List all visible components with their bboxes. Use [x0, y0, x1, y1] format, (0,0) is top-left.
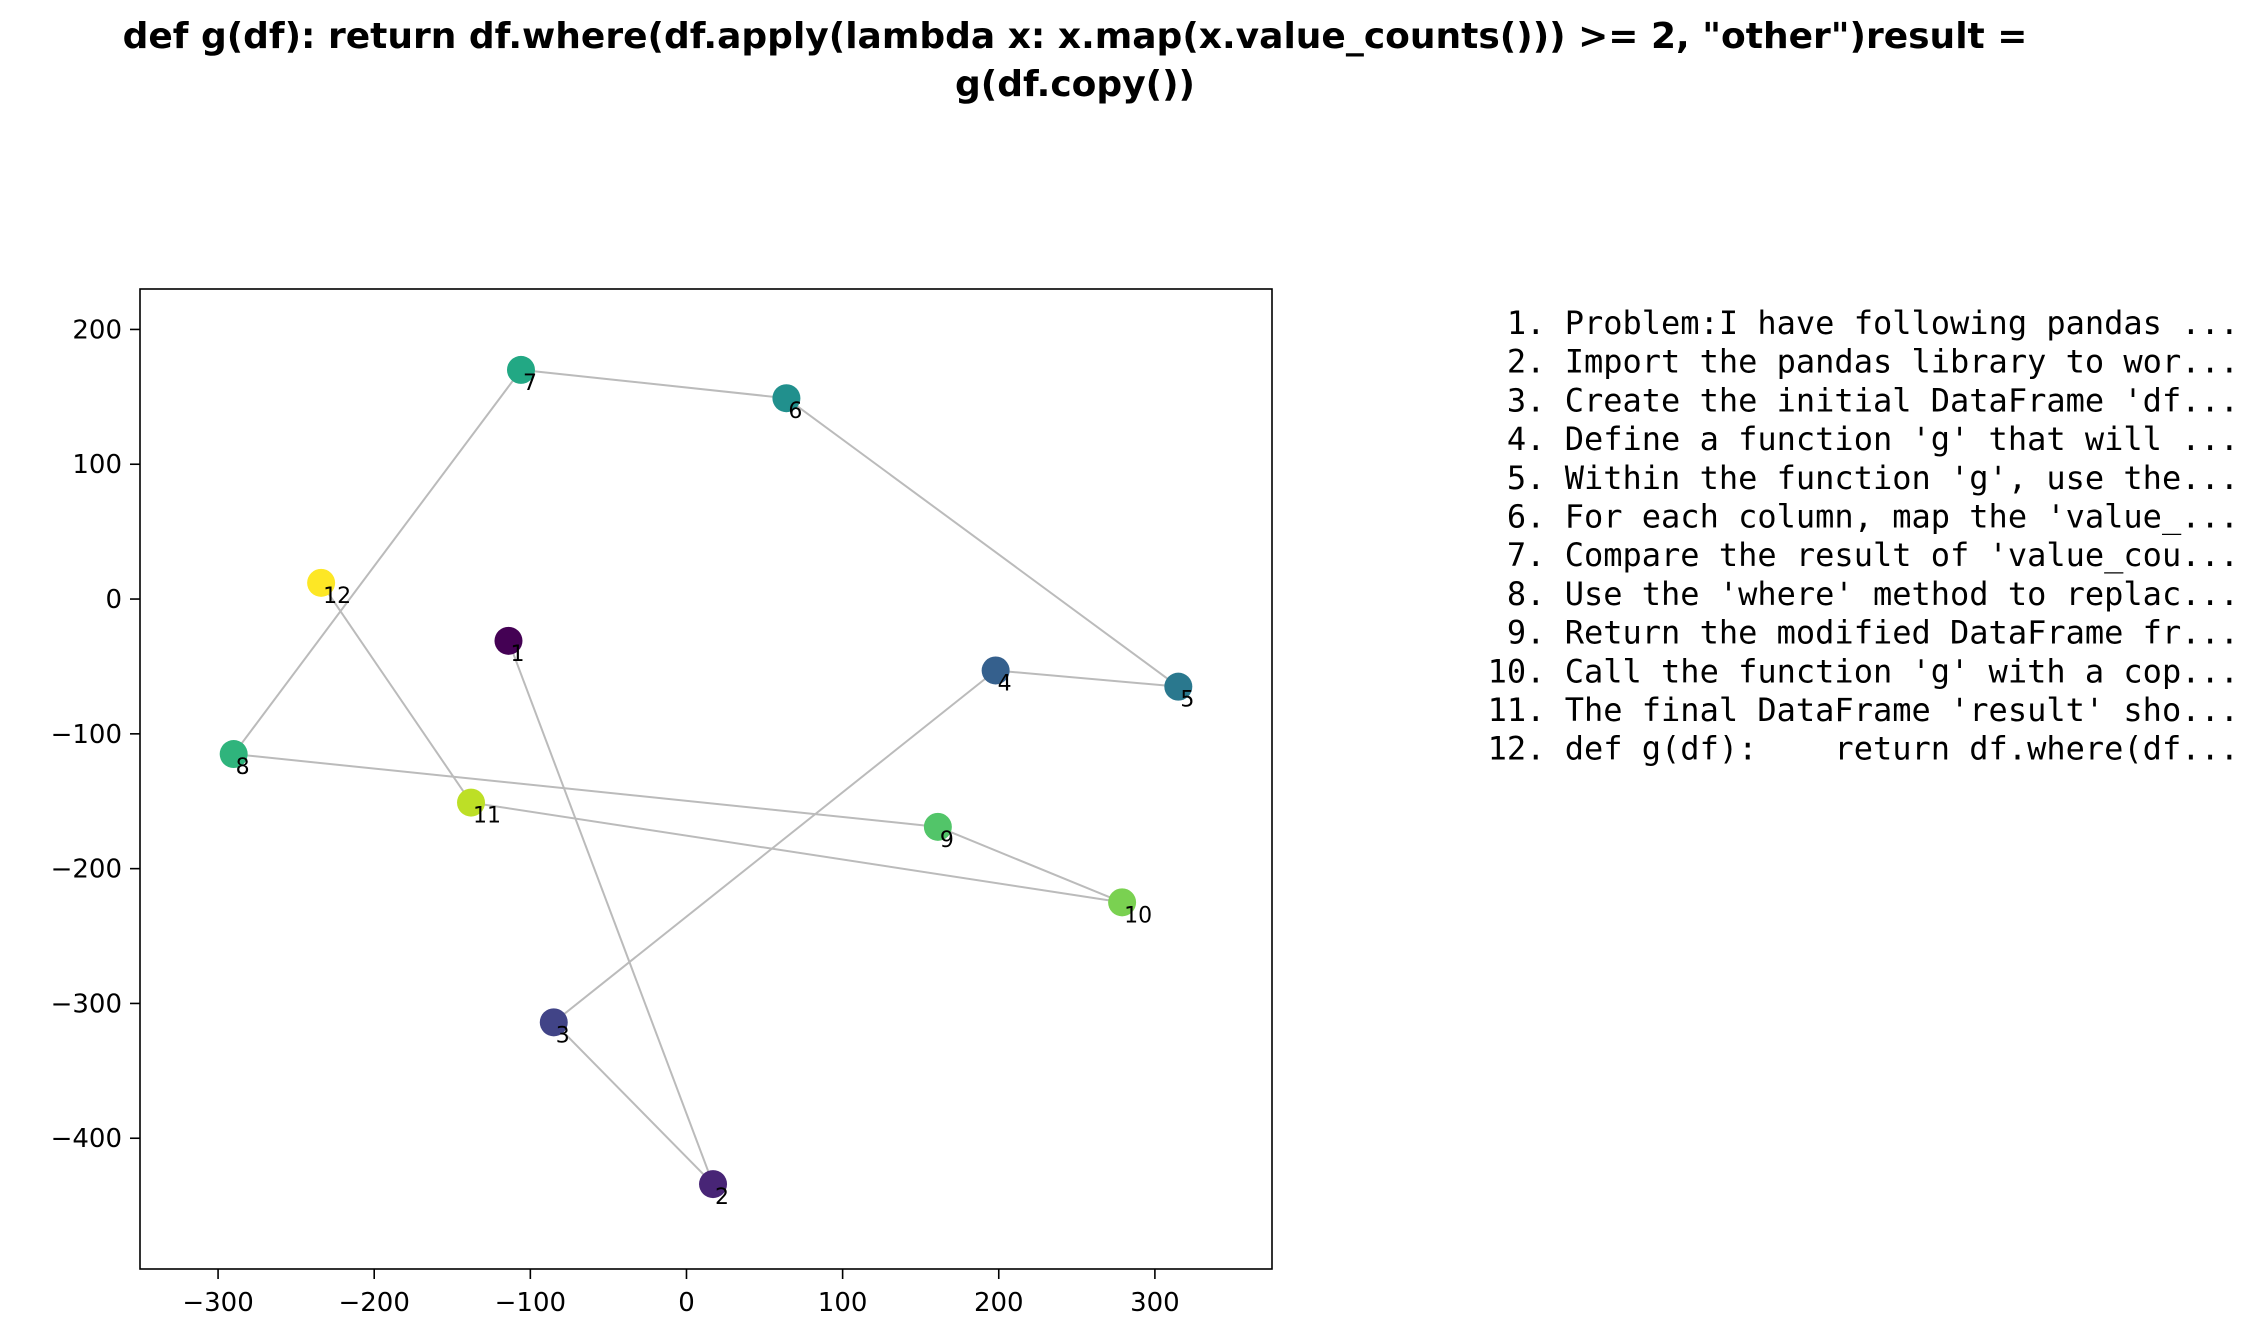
legend-item: 3. Create the initial DataFrame 'df...: [1507, 381, 2239, 419]
point-label-9: 9: [940, 828, 954, 853]
connector-line: [553, 669, 997, 1024]
connector-line: [233, 753, 938, 828]
chart-title-line: def g(df): return df.where(df.apply(lamb…: [123, 16, 2028, 57]
legend-item: 4. Define a function 'g' that will ...: [1507, 420, 2239, 458]
connecting-lines: [232, 368, 1179, 1185]
chart-title: def g(df): return df.where(df.apply(lamb…: [123, 16, 2028, 105]
x-tick-label: −300: [182, 1288, 253, 1318]
point-label-2: 2: [715, 1185, 729, 1210]
x-tick-label: 200: [974, 1288, 1024, 1318]
data-point-7: [506, 355, 535, 384]
x-tick-label: −200: [338, 1288, 409, 1318]
y-tick-label: −100: [51, 720, 122, 750]
point-label-1: 1: [510, 642, 524, 667]
plot-area: [139, 288, 1273, 1270]
x-tick-label: 0: [678, 1288, 695, 1318]
legend: 1. Problem:I have following pandas ...2.…: [1488, 304, 2239, 768]
point-label-5: 5: [1180, 688, 1194, 713]
point-label-8: 8: [236, 755, 250, 780]
connector-line: [470, 801, 1123, 904]
point-label-7: 7: [523, 371, 537, 396]
point-label-6: 6: [788, 399, 802, 424]
y-tick-label: 100: [72, 450, 122, 480]
legend-item: 5. Within the function 'g', use the...: [1507, 459, 2239, 497]
y-tick-label: −400: [51, 1124, 122, 1154]
legend-item: 8. Use the 'where' method to replac...: [1507, 575, 2239, 613]
y-tick-label: −200: [51, 855, 122, 885]
point-label-11: 11: [473, 804, 501, 829]
connector-line: [995, 669, 1179, 688]
y-tick-label: 0: [105, 585, 122, 615]
data-point-8: [219, 740, 248, 769]
legend-item: 7. Compare the result of 'value_cou...: [1507, 536, 2239, 574]
point-label-4: 4: [998, 671, 1012, 696]
y-tick-label: −300: [51, 989, 122, 1019]
data-point-11: [457, 788, 486, 817]
x-axis: −300 −200 −100 0 100 200 300: [182, 1269, 1180, 1318]
point-label-12: 12: [323, 584, 351, 609]
data-point-5: [1164, 672, 1193, 701]
x-tick-label: −100: [495, 1288, 566, 1318]
y-tick-label: 200: [72, 315, 122, 345]
legend-item: 9. Return the modified DataFrame fr...: [1507, 614, 2239, 652]
data-point-12: [307, 568, 336, 597]
connector-line: [553, 1021, 714, 1185]
x-tick-label: 300: [1130, 1288, 1180, 1318]
legend-item: 6. For each column, map the 'value_...: [1507, 498, 2239, 536]
data-point-2: [699, 1170, 728, 1199]
data-point-3: [539, 1008, 568, 1037]
legend-item: 2. Import the pandas library to wor...: [1507, 343, 2239, 381]
legend-item: 1. Problem:I have following pandas ...: [1507, 304, 2239, 342]
connector-line: [520, 368, 787, 400]
x-tick-label: 100: [818, 1288, 868, 1318]
connector-line: [320, 582, 472, 804]
point-label-10: 10: [1124, 903, 1152, 928]
legend-item: 10. Call the function 'g' with a cop...: [1488, 652, 2239, 690]
point-label-3: 3: [556, 1023, 570, 1048]
connector-line: [232, 369, 522, 755]
connector-line: [507, 640, 714, 1185]
y-axis: 200 100 0 −100 −200 −300 −400: [51, 315, 140, 1154]
data-point-4: [981, 656, 1010, 685]
connector-line: [785, 397, 1179, 688]
legend-item: 12. def g(df): return df.where(df...: [1488, 730, 2239, 768]
chart-title-line: g(df.copy()): [955, 64, 1195, 105]
data-point-6: [772, 384, 801, 413]
data-point-1: [494, 626, 523, 655]
legend-item: 11. The final DataFrame 'result' sho...: [1488, 691, 2239, 729]
data-point-9: [923, 812, 952, 841]
data-point-10: [1108, 888, 1137, 917]
connector-line: [937, 825, 1123, 904]
